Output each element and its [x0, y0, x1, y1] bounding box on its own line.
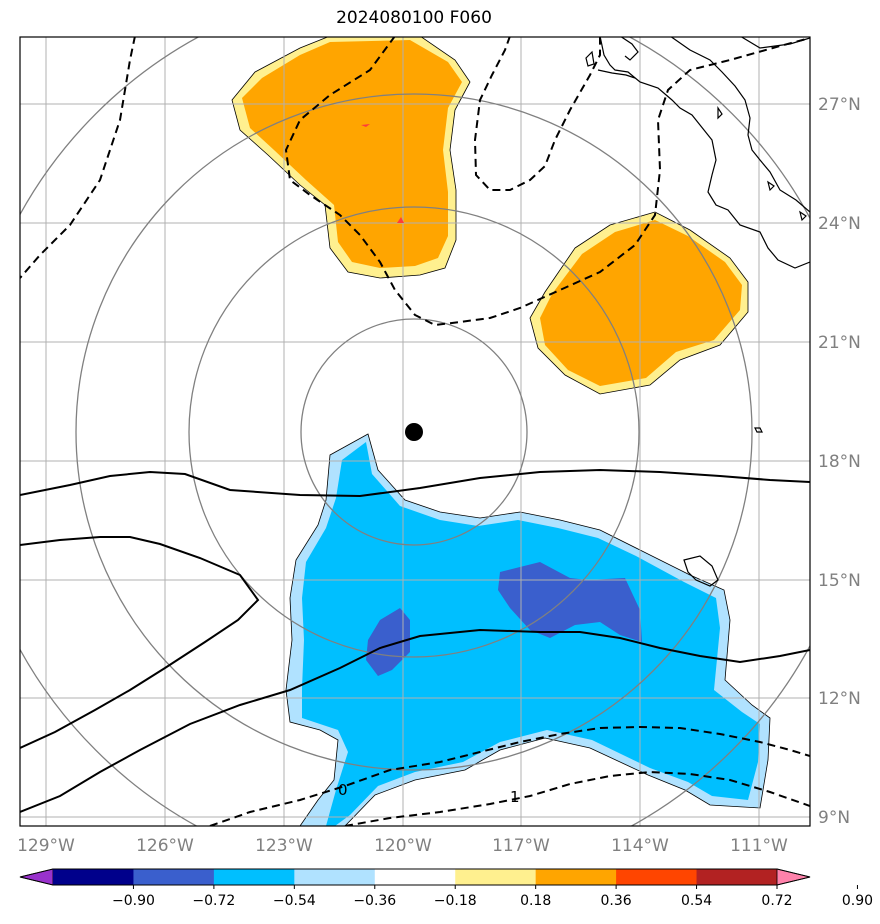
map-title: 2024080100 F060 [336, 8, 492, 28]
lon-label-117: 117°W [492, 836, 550, 856]
range-rings [20, 37, 810, 826]
lon-label-114: 114°W [611, 836, 669, 856]
colorbar-tick-label: 0.36 [601, 893, 632, 909]
lat-label-15: 15°N [818, 571, 861, 591]
colorbar-tick-label: 0.54 [681, 893, 712, 909]
lon-label-126: 126°W [136, 836, 194, 856]
lat-label-21: 21°N [818, 333, 861, 353]
contours-solid [20, 468, 810, 813]
lat-label-9: 9°N [818, 808, 850, 828]
lat-label-12: 12°N [818, 689, 861, 709]
lat-label-27: 27°N [818, 95, 861, 115]
lon-label-111: 111°W [730, 836, 788, 856]
lon-labels: 129°W 126°W 123°W 120°W 117°W 114°W 111°… [17, 836, 788, 856]
colorbar-tick-label: 0.18 [520, 893, 551, 909]
positive-anomaly-east [530, 212, 748, 394]
colorbar-tick-label: −0.54 [273, 893, 316, 909]
colorbar-swatch [374, 869, 456, 885]
strong-negative-anomaly-1 [366, 608, 410, 676]
colorbar-swatch [535, 869, 617, 885]
colorbar-swatch [455, 869, 537, 885]
colorbar-swatch [616, 869, 698, 885]
colorbar-tick-label: −0.36 [353, 893, 396, 909]
colorbar-swatch [53, 869, 134, 885]
contour-label-1: 1 [510, 788, 520, 806]
colorbar-tick-label: −0.18 [434, 893, 477, 909]
track-markers [361, 124, 404, 223]
negative-anomaly-south [286, 434, 770, 826]
contours-dashed [20, 37, 810, 826]
colorbar-swatch [294, 869, 376, 885]
contour-label-0: 0 [338, 781, 348, 799]
positive-anomaly-north [232, 37, 470, 278]
coastline [585, 37, 810, 587]
lon-label-123: 123°W [255, 836, 313, 856]
colorbar-tick-label: −0.72 [192, 893, 235, 909]
colorbar-tick-label: 0.90 [842, 893, 873, 909]
colorbar-tick-label: −0.90 [112, 893, 155, 909]
map-frame [19, 36, 811, 827]
colorbar-swatch [133, 869, 215, 885]
colorbar-swatch [696, 869, 778, 885]
lat-label-18: 18°N [818, 452, 861, 472]
colorbar-frame [19, 868, 811, 886]
colorbar-swatch [213, 869, 295, 885]
shading-outlines [231, 37, 771, 826]
lat-label-24: 24°N [818, 214, 861, 234]
lon-label-129: 129°W [17, 836, 75, 856]
storm-center-marker [405, 423, 423, 441]
colorbar-extend-high [776, 868, 811, 886]
lon-label-120: 120°W [374, 836, 432, 856]
graticule [20, 37, 810, 826]
lat-labels: 27°N 24°N 21°N 18°N 15°N 12°N 9°N [818, 95, 861, 828]
colorbar: −0.90 −0.72 −0.54 −0.36 −0.18 0.18 0.36 0.54 0.7… [19, 868, 873, 909]
colorbar-tick-label: 0.72 [761, 893, 792, 909]
colorbar-extend-low [19, 868, 54, 886]
